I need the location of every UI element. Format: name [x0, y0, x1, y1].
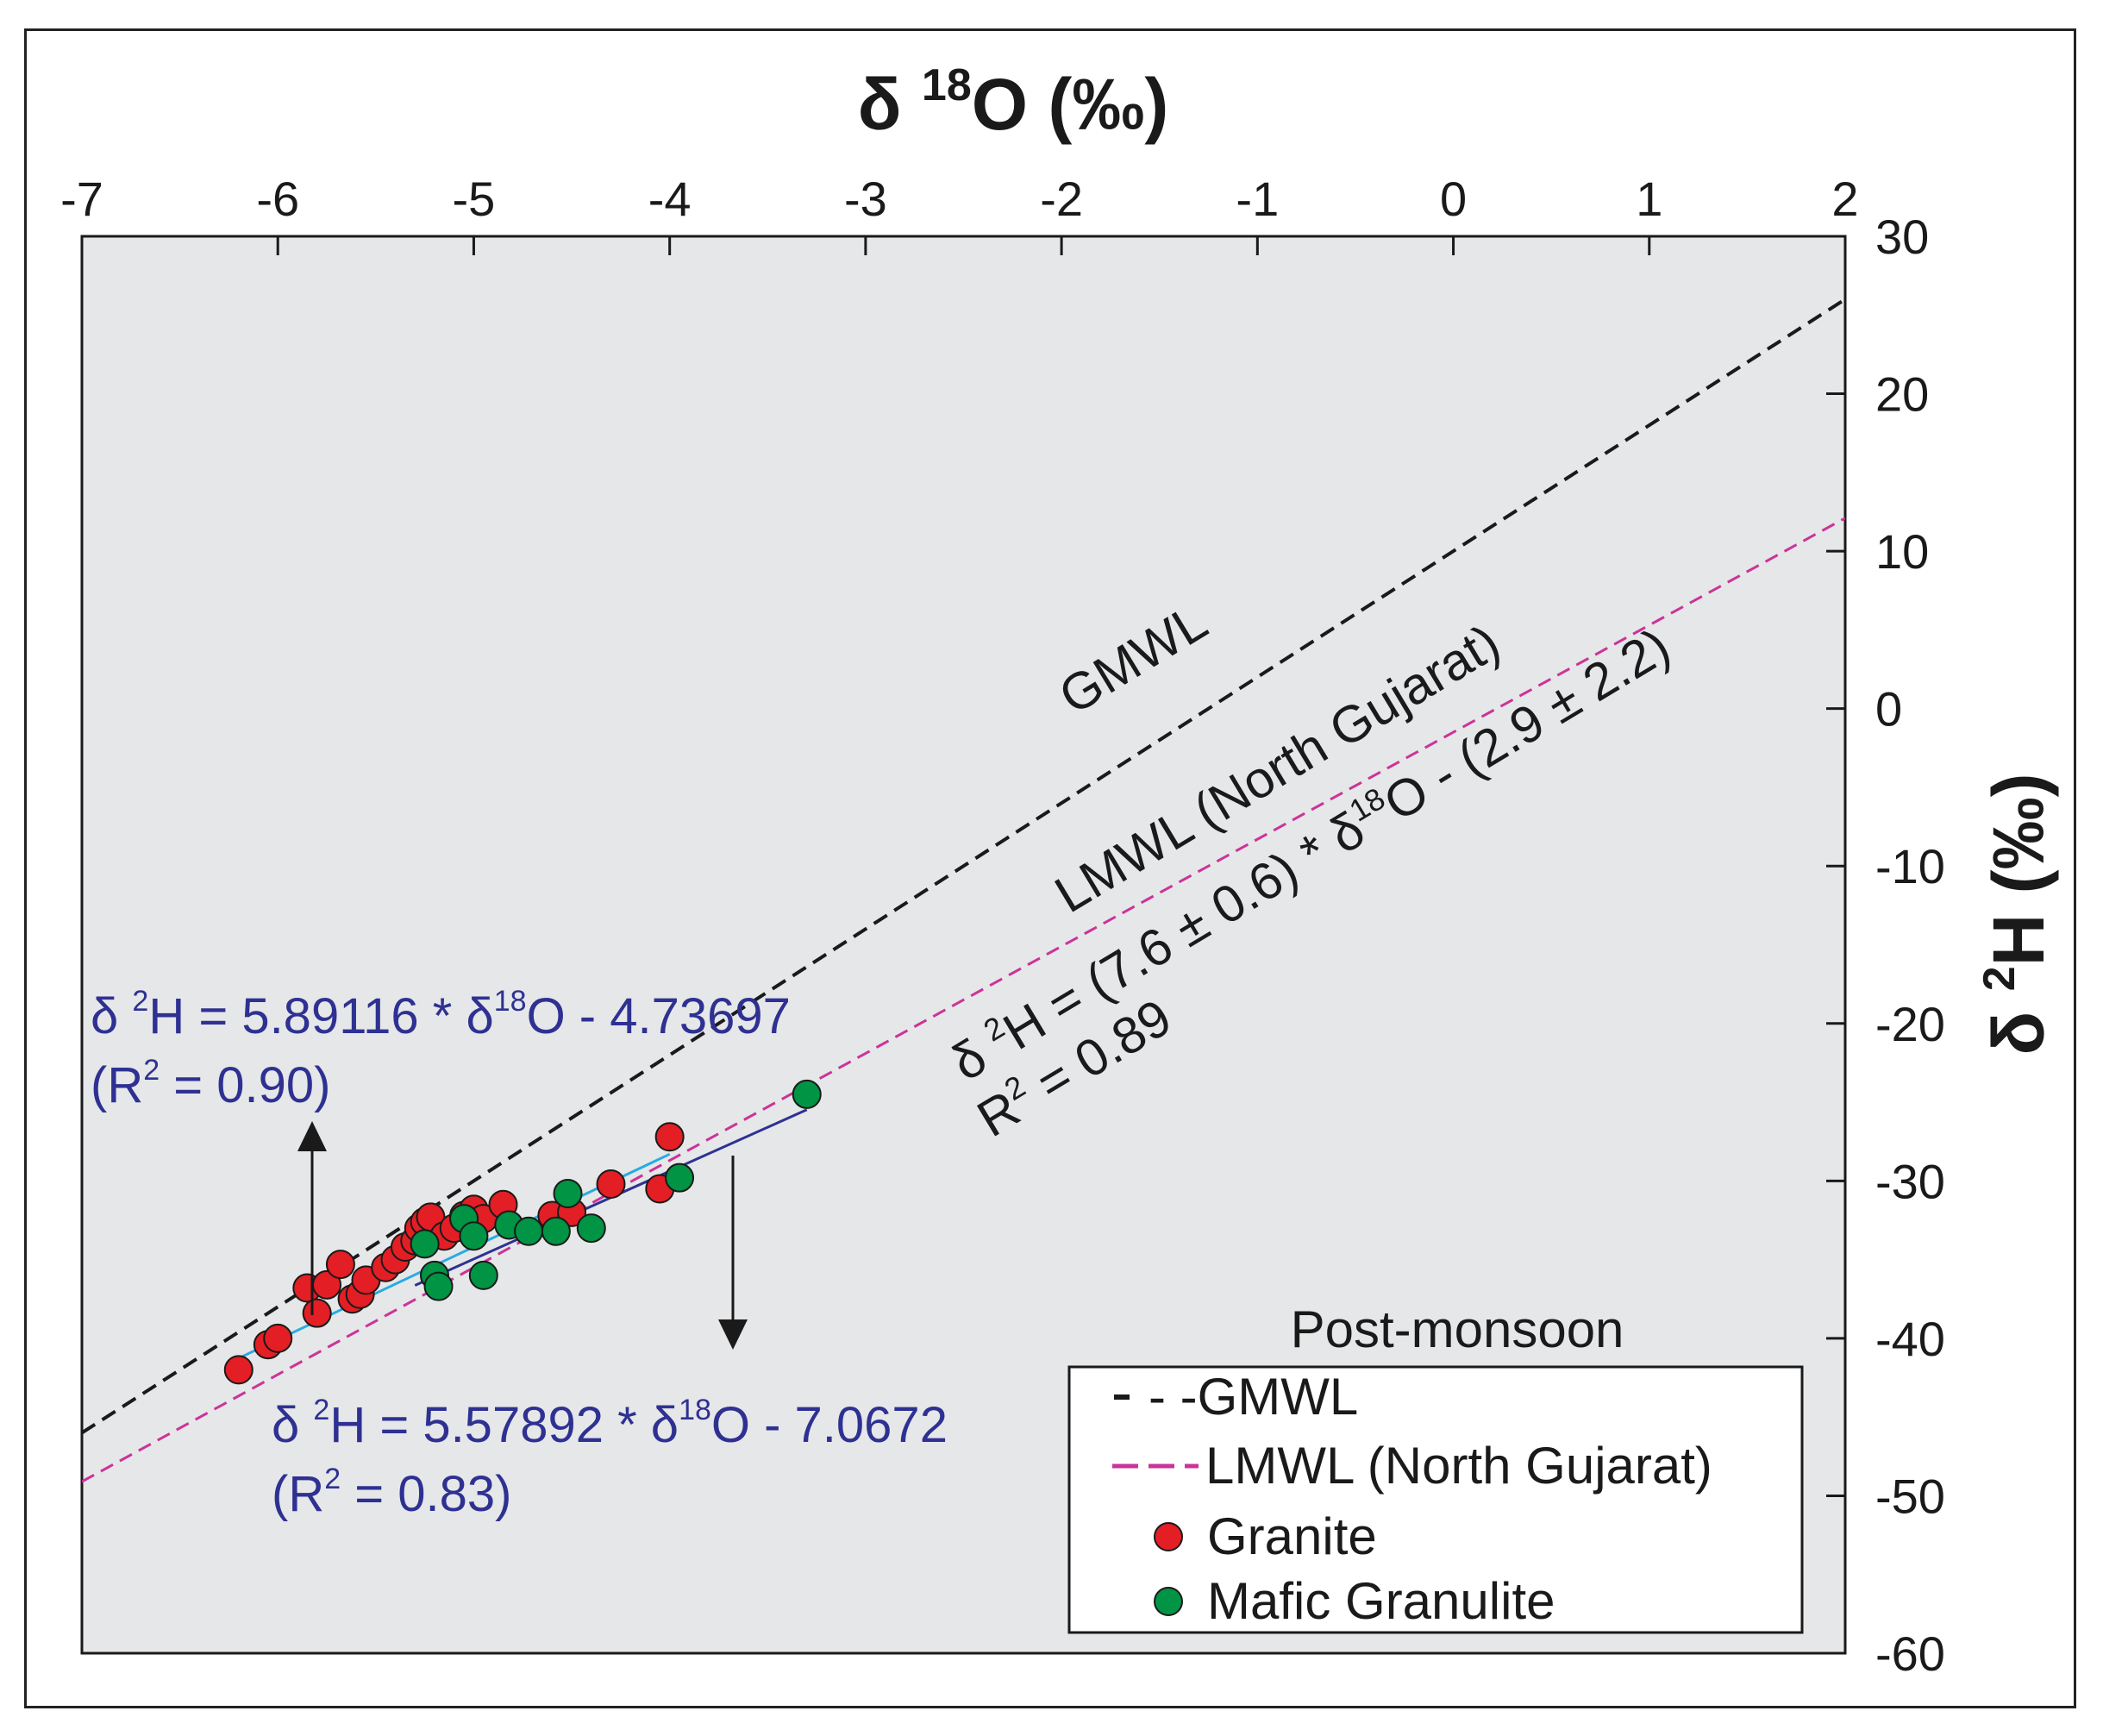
mafic-point: [423, 1271, 454, 1301]
mafic-point: [792, 1079, 822, 1109]
mafic-point: [514, 1216, 544, 1246]
lmwl-line: [82, 517, 1845, 1483]
granite-point: [654, 1122, 685, 1152]
granite-point: [223, 1355, 253, 1385]
granite-point: [263, 1323, 293, 1353]
y-tick-label: -50: [1875, 1469, 1945, 1523]
legend-title: Post-monsoon: [1291, 1300, 1624, 1358]
legend-granite-marker: [1154, 1522, 1183, 1551]
mafic-point: [665, 1163, 695, 1193]
x-tick-label: 2: [1831, 172, 1858, 226]
mafic-point: [541, 1216, 571, 1246]
upper-r2: (R2 = 0.90): [91, 1054, 330, 1113]
granite-point: [325, 1250, 355, 1280]
legend: - -GMWL LMWL (North Gujarat) Granite Maf…: [1067, 1365, 1804, 1634]
y-tick-label: 10: [1875, 524, 1929, 579]
data-points: [223, 1079, 822, 1385]
mafic-point: [459, 1221, 489, 1251]
x-tick-labels: -7 -6 -5 -4 -3 -2 -1 0 1 2: [60, 172, 1858, 226]
y-axis-title: δ 2H (‰): [1975, 773, 2059, 1055]
x-tick-label: 0: [1440, 172, 1467, 226]
legend-mafic-marker: [1154, 1587, 1183, 1616]
down-arrow: [718, 1156, 748, 1350]
axis-ticks: [80, 235, 1847, 1655]
y-tick-label: -30: [1875, 1154, 1945, 1208]
granite-point: [596, 1169, 626, 1199]
x-tick-label: 1: [1636, 172, 1662, 226]
mafic-point: [410, 1229, 440, 1259]
legend-mafic-label: Mafic Granulite: [1207, 1572, 1555, 1630]
legend-granite-label: Granite: [1207, 1507, 1377, 1565]
legend-gmwl-label: - -GMWL: [1149, 1368, 1358, 1426]
mafic-point: [553, 1178, 583, 1208]
upper-equation: δ 2H = 5.89116 * δ18O - 4.73697: [91, 985, 791, 1044]
x-tick-label: -2: [1040, 172, 1083, 226]
x-tick-label: -5: [453, 172, 496, 226]
gmwl-line: [82, 298, 1845, 1435]
mafic-point: [468, 1260, 498, 1290]
x-tick-label: -4: [648, 172, 692, 226]
granite-point: [302, 1298, 332, 1328]
y-tick-label: -40: [1875, 1312, 1945, 1366]
x-tick-label: -1: [1236, 172, 1279, 226]
y-tick-label: -10: [1875, 839, 1945, 893]
lower-equation: δ 2H = 5.57892 * δ18O - 7.0672: [272, 1394, 948, 1453]
x-tick-label: -7: [60, 172, 103, 226]
mafic-point: [576, 1213, 606, 1244]
y-tick-labels: 30 20 10 0 -10 -20 -30 -40 -50 -60: [1875, 210, 1945, 1681]
y-tick-label: 0: [1875, 682, 1902, 736]
legend-lmwl-label: LMWL (North Gujarat): [1205, 1437, 1712, 1495]
y-tick-label: 20: [1875, 367, 1929, 422]
y-tick-label: -20: [1875, 997, 1945, 1051]
x-tick-label: -6: [256, 172, 299, 226]
lower-r2: (R2 = 0.83): [272, 1463, 511, 1522]
x-axis-title: δ 18O (‰): [858, 60, 1169, 145]
y-tick-label: 30: [1875, 210, 1929, 264]
y-tick-label: -60: [1875, 1626, 1945, 1681]
legend-box: [1067, 1365, 1804, 1634]
x-tick-label: -3: [844, 172, 887, 226]
up-arrow: [297, 1121, 327, 1315]
